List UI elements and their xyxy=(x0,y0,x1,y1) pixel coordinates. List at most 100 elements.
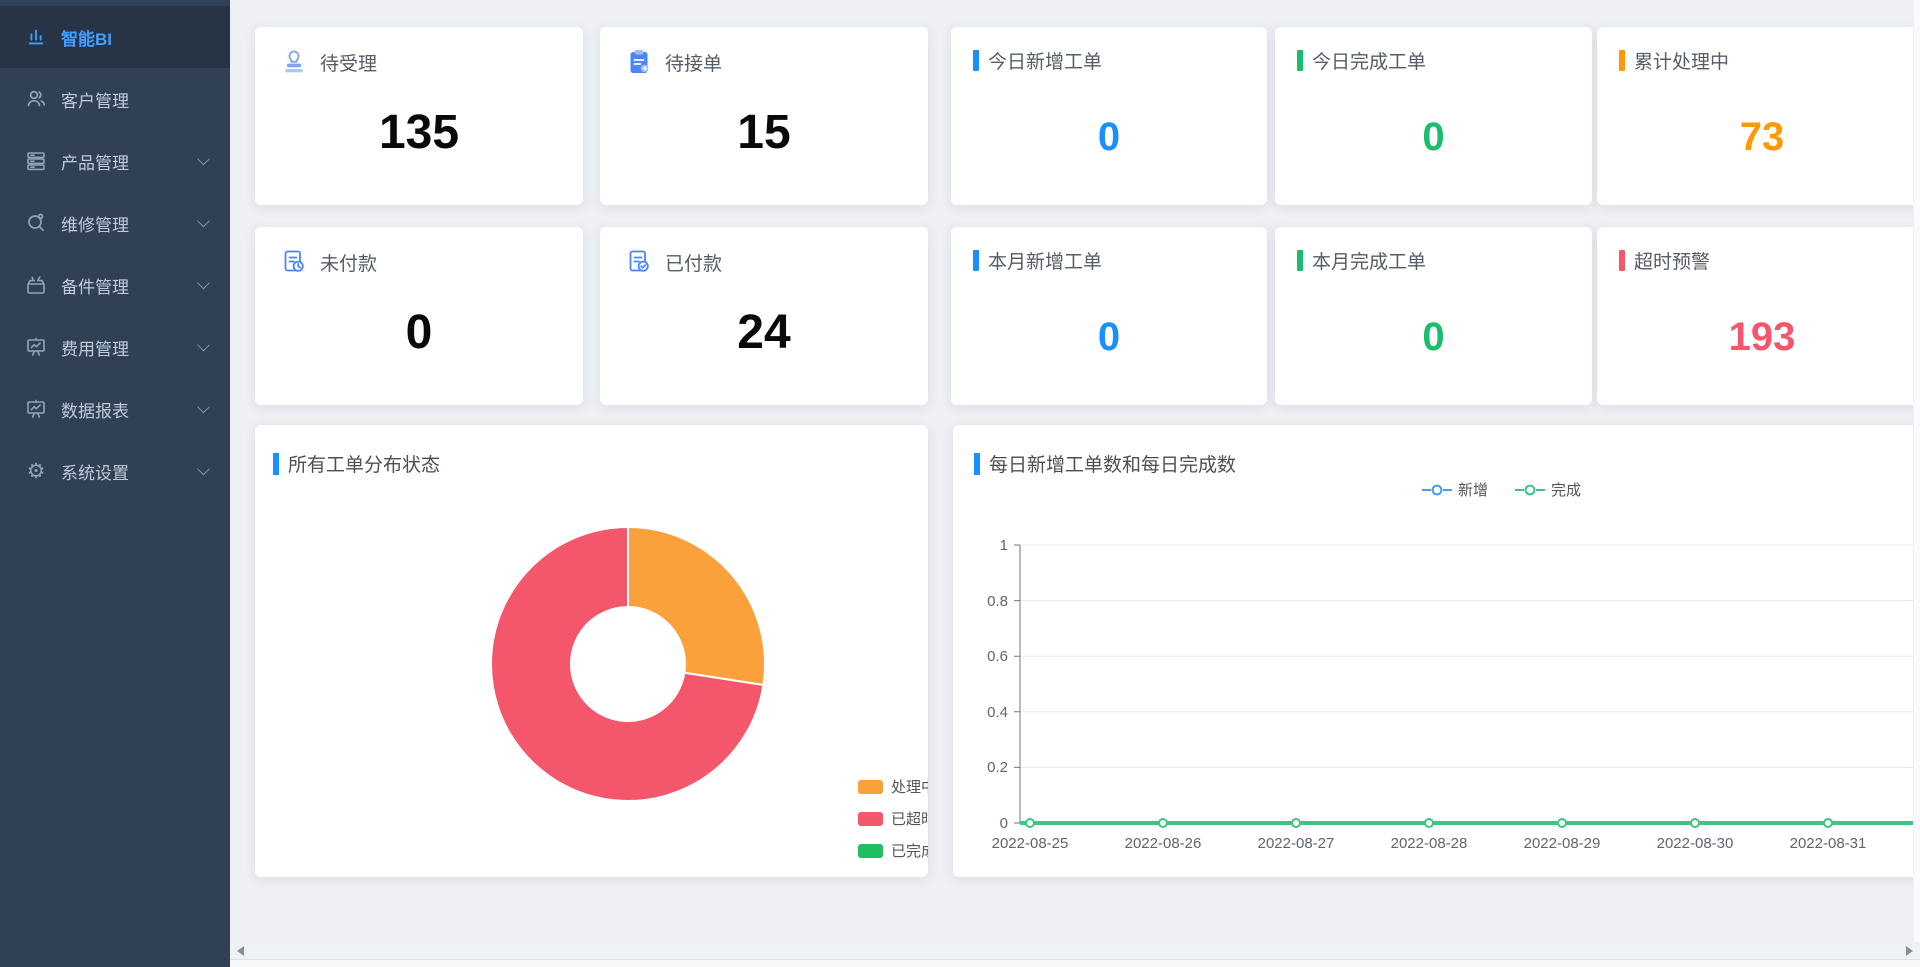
legend-label: 新增 xyxy=(1458,482,1489,499)
stat-card-today-done: 今日完成工单 0 xyxy=(1275,27,1592,205)
scroll-left-arrow[interactable] xyxy=(237,946,244,956)
stat-value: 135 xyxy=(378,106,460,159)
legend-marker-done xyxy=(1515,484,1546,495)
donut-chart xyxy=(490,526,767,802)
stat-value: 0 xyxy=(405,306,433,359)
title-accent-bar xyxy=(1297,50,1303,71)
bottom-divider xyxy=(230,959,1920,960)
donut-chart-card: 所有工单分布状态 处理中 已超时 已完成 xyxy=(255,425,928,877)
stat-title: 今日完成工单 xyxy=(1312,52,1427,73)
sidebar-item-label: 智能BI xyxy=(61,29,112,49)
gear-icon: ⚙ xyxy=(26,459,46,483)
sidebar-item-label: 客户管理 xyxy=(61,91,129,111)
stat-title: 已付款 xyxy=(665,253,723,275)
sidebar-item-label: 数据报表 xyxy=(61,401,129,421)
sidebar-item-label: 费用管理 xyxy=(61,339,129,359)
stat-title: 待受理 xyxy=(320,53,378,75)
sidebar-item-expenses[interactable]: 费用管理 xyxy=(0,316,230,378)
line-chart-title: 每日新增工单数和每日完成数 xyxy=(989,455,1237,476)
x-tick-label: 2022-08-25 xyxy=(992,835,1069,852)
legend-item-processing[interactable]: 处理中 xyxy=(858,776,928,797)
x-tick-label: 2022-08-29 xyxy=(1524,835,1601,852)
y-tick-label: 0.4 xyxy=(987,704,1008,721)
stat-card-overtime-warning: 超时预警 193 xyxy=(1597,227,1920,405)
sidebar-item-products[interactable]: 产品管理 xyxy=(0,130,230,192)
bar-chart-icon xyxy=(24,25,48,49)
data-point xyxy=(1557,818,1567,828)
y-tick-label: 0 xyxy=(1000,815,1008,832)
stat-card-pending-accept: 待受理 135 xyxy=(255,27,583,205)
title-accent-bar xyxy=(973,250,979,271)
title-accent-bar xyxy=(974,452,980,475)
x-tick-label: 2022-08-30 xyxy=(1657,835,1734,852)
line-chart-card: 每日新增工单数和每日完成数 新增 完成 1 0.8 0. xyxy=(953,425,1920,877)
data-point xyxy=(1424,818,1434,828)
sidebar-item-reports[interactable]: 数据报表 xyxy=(0,378,230,440)
sidebar-item-customers[interactable]: 客户管理 xyxy=(0,68,230,130)
stat-card-month-done: 本月完成工单 0 xyxy=(1275,227,1592,405)
data-point xyxy=(1158,818,1168,828)
stat-card-unpaid: 未付款 0 xyxy=(255,227,583,405)
presentation-chart-icon xyxy=(24,397,48,421)
stat-value: 193 xyxy=(1728,315,1796,359)
sidebar-item-bi[interactable]: 智能BI xyxy=(0,6,230,68)
legend-swatch xyxy=(858,843,883,858)
legend-swatch xyxy=(858,779,883,794)
title-accent-bar xyxy=(973,50,979,71)
legend-marker-new xyxy=(1422,484,1452,495)
legend-item-done[interactable]: 完成 xyxy=(1514,479,1581,500)
sidebar-item-repairs[interactable]: 维修管理 xyxy=(0,192,230,254)
sidebar: 智能BI 客户管理 产品管理 xyxy=(0,0,230,967)
magnifier-icon xyxy=(24,211,48,235)
legend-item-new[interactable]: 新增 xyxy=(1421,479,1488,500)
donut-slice-overtime[interactable] xyxy=(490,526,765,802)
y-tick-label: 0.8 xyxy=(987,593,1008,610)
scroll-right-arrow[interactable] xyxy=(1906,946,1913,956)
data-point xyxy=(1291,818,1301,828)
sidebar-item-settings[interactable]: ⚙ 系统设置 xyxy=(0,440,230,502)
sidebar-item-label: 系统设置 xyxy=(61,463,129,483)
data-point xyxy=(1823,818,1833,828)
donut-chart-title: 所有工单分布状态 xyxy=(288,455,441,476)
sidebar-item-label: 产品管理 xyxy=(61,153,129,173)
stat-value: 73 xyxy=(1739,115,1785,159)
sidebar-item-label: 维修管理 xyxy=(61,215,129,235)
y-tick-label: 0.6 xyxy=(987,648,1008,665)
stat-card-pending-order: 待接单 15 xyxy=(600,27,928,205)
line-chart-legend: 新增 完成 xyxy=(1421,479,1607,500)
x-tick-label: 2022-08-31 xyxy=(1790,835,1867,852)
donut-legend: 处理中 已超时 已完成 xyxy=(858,776,928,872)
stat-title: 本月新增工单 xyxy=(988,252,1103,273)
sidebar-item-parts[interactable]: 备件管理 xyxy=(0,254,230,316)
stat-value: 0 xyxy=(1422,115,1445,159)
stat-value: 24 xyxy=(737,306,791,359)
stat-card-today-new: 今日新增工单 0 xyxy=(951,27,1267,205)
donut-slice-processing[interactable] xyxy=(627,526,767,686)
data-point xyxy=(1690,818,1700,828)
stat-value: 0 xyxy=(1097,315,1121,359)
stat-title: 累计处理中 xyxy=(1634,52,1730,73)
chevron-down-icon xyxy=(197,462,210,476)
users-icon xyxy=(24,87,48,111)
doc-clock-icon xyxy=(279,247,309,277)
legend-label: 处理中 xyxy=(891,779,928,796)
toolbox-icon xyxy=(24,273,48,297)
line-chart: 1 0.8 0.6 0.4 0.2 0 2022-08-25 2022-08-2… xyxy=(987,537,1920,852)
stamp-icon xyxy=(279,47,309,77)
legend-item-overtime[interactable]: 已超时 xyxy=(858,808,928,829)
x-tick-label: 2022-08-27 xyxy=(1258,835,1335,852)
title-accent-bar xyxy=(1619,50,1625,71)
legend-item-done[interactable]: 已完成 xyxy=(858,840,928,861)
vertical-scrollbar-track[interactable] xyxy=(1913,0,1920,942)
stat-value: 0 xyxy=(1097,115,1121,159)
server-stack-icon xyxy=(24,149,48,173)
title-accent-bar xyxy=(1619,250,1625,271)
stat-title: 本月完成工单 xyxy=(1312,252,1427,273)
sidebar-menu: 智能BI 客户管理 产品管理 xyxy=(0,0,230,502)
title-accent-bar xyxy=(1297,250,1303,271)
clipboard-icon xyxy=(624,47,654,77)
horizontal-scrollbar[interactable] xyxy=(230,942,1920,959)
chevron-down-icon xyxy=(197,152,210,166)
stat-value: 0 xyxy=(1422,315,1445,359)
stat-title: 未付款 xyxy=(320,253,378,275)
